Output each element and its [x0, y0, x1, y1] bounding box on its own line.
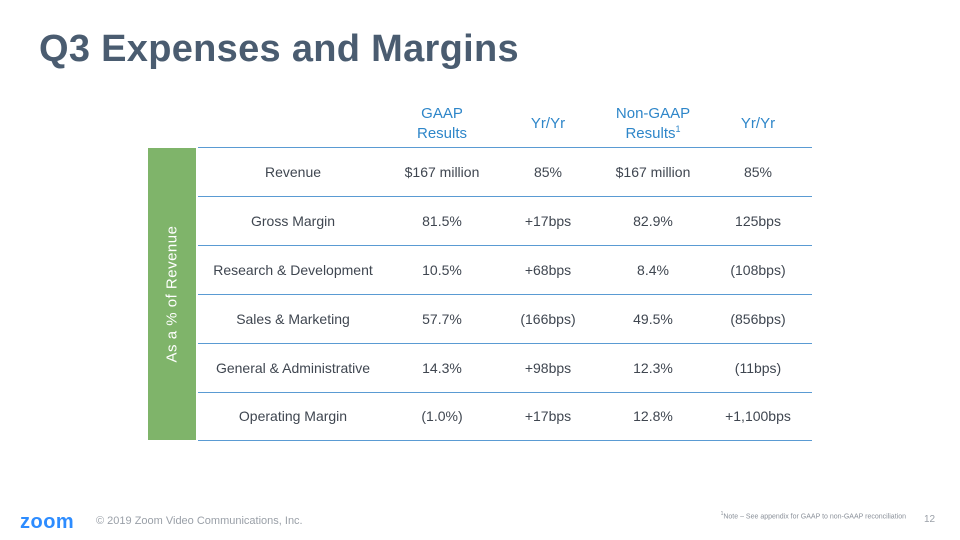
- header-yoy-nongaap: Yr/Yr: [740, 115, 776, 132]
- gaap-yoy-value: +98bps: [524, 360, 572, 376]
- header-nongaap-results: Non-GAAP Results1: [598, 104, 708, 144]
- header-gaap-line1: GAAP: [421, 105, 463, 122]
- gaap-value: 14.3%: [422, 360, 462, 376]
- gaap-yoy-value: +68bps: [524, 262, 572, 278]
- row-divider: [198, 147, 812, 148]
- footnote-mark: 1: [720, 511, 724, 517]
- nongaap-value: 49.5%: [633, 311, 673, 327]
- nongaap-yoy-value: (11bps): [734, 360, 782, 376]
- nongaap-value: 8.4%: [637, 262, 669, 278]
- row-label: Sales & Marketing: [236, 311, 350, 327]
- nongaap-value: 82.9%: [633, 213, 673, 229]
- nongaap-yoy-value: 85%: [743, 164, 773, 180]
- header-gaap-line2: Results: [416, 125, 468, 142]
- side-label: As a % of Revenue: [163, 225, 181, 363]
- gaap-yoy-value: +17bps: [524, 213, 572, 229]
- row-divider: [198, 294, 812, 295]
- side-bar: [148, 148, 196, 440]
- gaap-value: (1.0%): [421, 408, 463, 424]
- gaap-yoy-value: (166bps): [520, 311, 576, 327]
- gaap-value: 10.5%: [422, 262, 462, 278]
- row-divider: [198, 440, 812, 441]
- copyright: © 2019 Zoom Video Communications, Inc.: [96, 515, 303, 527]
- nongaap-yoy-value: (108bps): [730, 262, 786, 278]
- zoom-logo: zoom: [20, 511, 75, 533]
- header-yoy-gaap: Yr/Yr: [530, 115, 566, 132]
- gaap-value: 81.5%: [422, 213, 462, 229]
- header-gaap-results: GAAP Results: [392, 104, 492, 144]
- header-nongaap-line2: Results1: [598, 124, 708, 144]
- row-divider: [198, 343, 812, 344]
- gaap-value: $167 million: [404, 164, 480, 180]
- nongaap-yoy-value: (856bps): [730, 311, 786, 327]
- row-label: Revenue: [264, 164, 322, 180]
- header-nongaap-footnote-mark: 1: [675, 124, 681, 134]
- row-label: General & Administrative: [215, 360, 371, 376]
- gaap-yoy-value: 85%: [533, 164, 563, 180]
- nongaap-yoy-value: 125bps: [735, 213, 781, 229]
- row-divider: [198, 392, 812, 393]
- footnote: 1Note – See appendix for GAAP to non-GAA…: [700, 509, 906, 522]
- gaap-yoy-value: +17bps: [524, 408, 572, 424]
- row-divider: [198, 245, 812, 246]
- nongaap-value: 12.3%: [633, 360, 673, 376]
- row-label: Research & Development: [213, 262, 373, 278]
- row-label: Gross Margin: [250, 213, 336, 229]
- gaap-value: 57.7%: [422, 311, 462, 327]
- row-divider: [198, 196, 812, 197]
- page-title: Q3 Expenses and Margins: [39, 28, 519, 70]
- footnote-text: Note – See appendix for GAAP to non-GAAP…: [723, 513, 906, 521]
- nongaap-yoy-value: +1,100bps: [725, 408, 791, 424]
- header-nongaap-line1: Non-GAAP: [615, 105, 691, 122]
- header-nongaap-line2-text: Results: [625, 125, 676, 142]
- page-number: 12: [924, 514, 936, 525]
- row-label: Operating Margin: [238, 408, 348, 424]
- nongaap-value: $167 million: [615, 164, 691, 180]
- nongaap-value: 12.8%: [633, 408, 673, 424]
